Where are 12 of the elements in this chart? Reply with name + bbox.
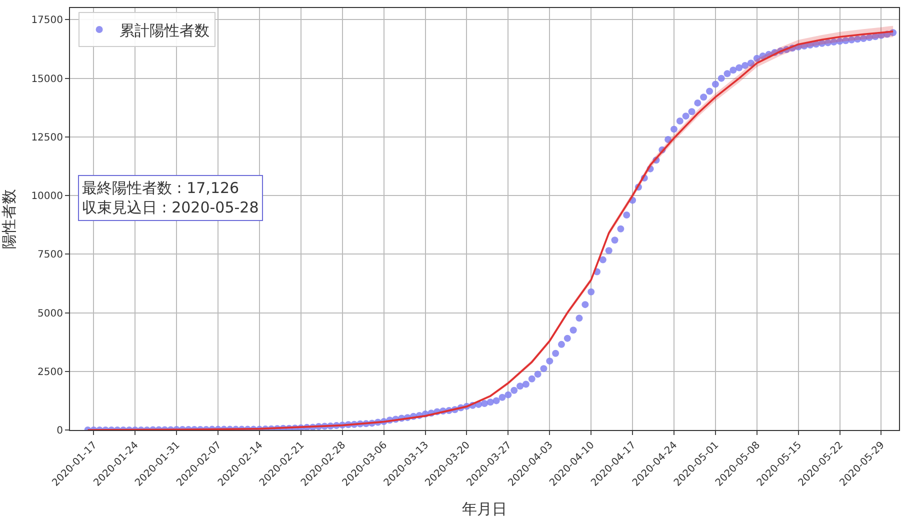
y-tick-label: 7500: [38, 250, 63, 261]
y-tick-label: 2500: [38, 366, 63, 378]
legend-label: 累計陽性者数: [119, 21, 210, 40]
y-tick-label: 0: [56, 426, 63, 436]
y-tick-label: 10000: [31, 191, 63, 202]
x-axis-title: 年月日: [462, 500, 507, 518]
y-tick-label: 15000: [31, 74, 63, 85]
y-axis-title: 陽性者数: [0, 189, 18, 249]
annotation: 最終陽性者数 : 17,126 収束見込日 : 2020-05-28: [82, 179, 259, 216]
y-tick-label: 5000: [38, 308, 63, 320]
y-tick-label: 17500: [31, 15, 63, 26]
y-tick-label: 12500: [31, 132, 63, 144]
